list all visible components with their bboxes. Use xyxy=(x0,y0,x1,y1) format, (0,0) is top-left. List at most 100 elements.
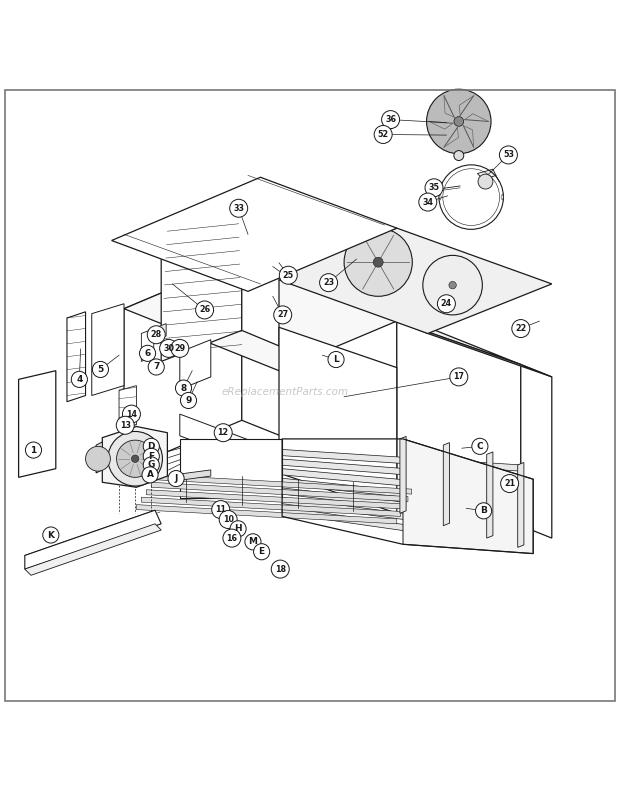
Text: 8: 8 xyxy=(180,384,187,392)
Circle shape xyxy=(92,361,108,377)
Circle shape xyxy=(501,475,519,493)
Text: 36: 36 xyxy=(385,115,396,124)
Circle shape xyxy=(117,440,154,477)
Circle shape xyxy=(472,438,488,454)
Text: 23: 23 xyxy=(323,278,334,287)
Text: E: E xyxy=(259,547,265,556)
Polygon shape xyxy=(180,439,282,498)
Text: 9: 9 xyxy=(185,396,192,405)
Text: 5: 5 xyxy=(97,365,104,374)
Text: 21: 21 xyxy=(504,479,515,488)
Circle shape xyxy=(180,392,197,408)
Polygon shape xyxy=(136,505,397,524)
Polygon shape xyxy=(141,328,154,361)
Circle shape xyxy=(71,371,87,388)
Polygon shape xyxy=(282,507,521,547)
Circle shape xyxy=(512,320,529,338)
Text: 14: 14 xyxy=(126,410,137,418)
Polygon shape xyxy=(141,498,401,517)
Circle shape xyxy=(108,431,162,486)
Polygon shape xyxy=(96,442,102,473)
Polygon shape xyxy=(112,177,397,291)
Circle shape xyxy=(320,274,338,292)
Circle shape xyxy=(382,111,400,129)
Circle shape xyxy=(454,116,464,127)
Polygon shape xyxy=(282,468,521,497)
Circle shape xyxy=(245,534,261,550)
Polygon shape xyxy=(439,194,441,200)
Circle shape xyxy=(279,267,298,284)
Circle shape xyxy=(196,301,213,319)
Text: 16: 16 xyxy=(226,534,237,543)
Circle shape xyxy=(170,339,188,358)
Circle shape xyxy=(344,228,412,297)
Polygon shape xyxy=(487,452,493,538)
Polygon shape xyxy=(521,365,552,538)
Text: J: J xyxy=(174,474,178,483)
Text: 17: 17 xyxy=(453,373,464,381)
Text: D: D xyxy=(148,442,155,451)
Circle shape xyxy=(454,150,464,161)
Polygon shape xyxy=(282,459,521,484)
Polygon shape xyxy=(67,312,86,402)
Polygon shape xyxy=(180,414,279,473)
Circle shape xyxy=(142,467,158,483)
Text: 22: 22 xyxy=(515,324,526,333)
Text: B: B xyxy=(480,506,487,515)
Text: 30: 30 xyxy=(163,344,174,353)
Polygon shape xyxy=(156,475,412,494)
Polygon shape xyxy=(102,426,167,487)
Polygon shape xyxy=(518,463,524,547)
Text: 24: 24 xyxy=(441,299,452,308)
Polygon shape xyxy=(151,483,408,501)
Polygon shape xyxy=(477,169,496,180)
Polygon shape xyxy=(154,324,166,341)
Text: 33: 33 xyxy=(233,204,244,213)
Polygon shape xyxy=(92,304,124,396)
Circle shape xyxy=(254,543,270,560)
Text: eReplacementParts.com: eReplacementParts.com xyxy=(221,388,349,397)
Circle shape xyxy=(116,416,135,434)
Text: M: M xyxy=(249,537,257,547)
Circle shape xyxy=(425,179,443,197)
Text: 28: 28 xyxy=(151,330,162,339)
Circle shape xyxy=(140,346,156,361)
Circle shape xyxy=(175,380,192,396)
Text: C: C xyxy=(477,442,483,451)
Text: 29: 29 xyxy=(174,344,185,353)
Text: 10: 10 xyxy=(223,515,234,524)
Text: H: H xyxy=(234,524,242,533)
Text: 11: 11 xyxy=(215,505,226,514)
Circle shape xyxy=(418,193,436,211)
Polygon shape xyxy=(282,479,521,509)
Circle shape xyxy=(160,339,178,358)
Text: G: G xyxy=(148,460,155,469)
Polygon shape xyxy=(242,259,521,365)
Circle shape xyxy=(229,199,248,218)
Polygon shape xyxy=(443,443,449,526)
Circle shape xyxy=(437,295,455,312)
Polygon shape xyxy=(180,339,211,389)
Text: 4: 4 xyxy=(76,375,82,384)
Circle shape xyxy=(223,529,241,547)
Text: 53: 53 xyxy=(503,150,514,160)
Text: 1: 1 xyxy=(30,445,37,455)
Circle shape xyxy=(476,503,492,519)
Circle shape xyxy=(274,306,292,324)
Circle shape xyxy=(374,126,392,143)
Text: 34: 34 xyxy=(422,198,433,206)
Polygon shape xyxy=(174,470,211,481)
Polygon shape xyxy=(25,510,161,569)
Circle shape xyxy=(148,326,165,344)
Circle shape xyxy=(215,424,232,441)
Circle shape xyxy=(219,510,237,528)
Circle shape xyxy=(168,471,184,486)
Polygon shape xyxy=(25,524,161,575)
Circle shape xyxy=(143,457,159,473)
Text: 18: 18 xyxy=(275,565,286,573)
Polygon shape xyxy=(282,449,521,471)
Circle shape xyxy=(272,560,289,578)
Circle shape xyxy=(450,368,468,386)
Polygon shape xyxy=(273,228,552,334)
Polygon shape xyxy=(282,488,521,522)
